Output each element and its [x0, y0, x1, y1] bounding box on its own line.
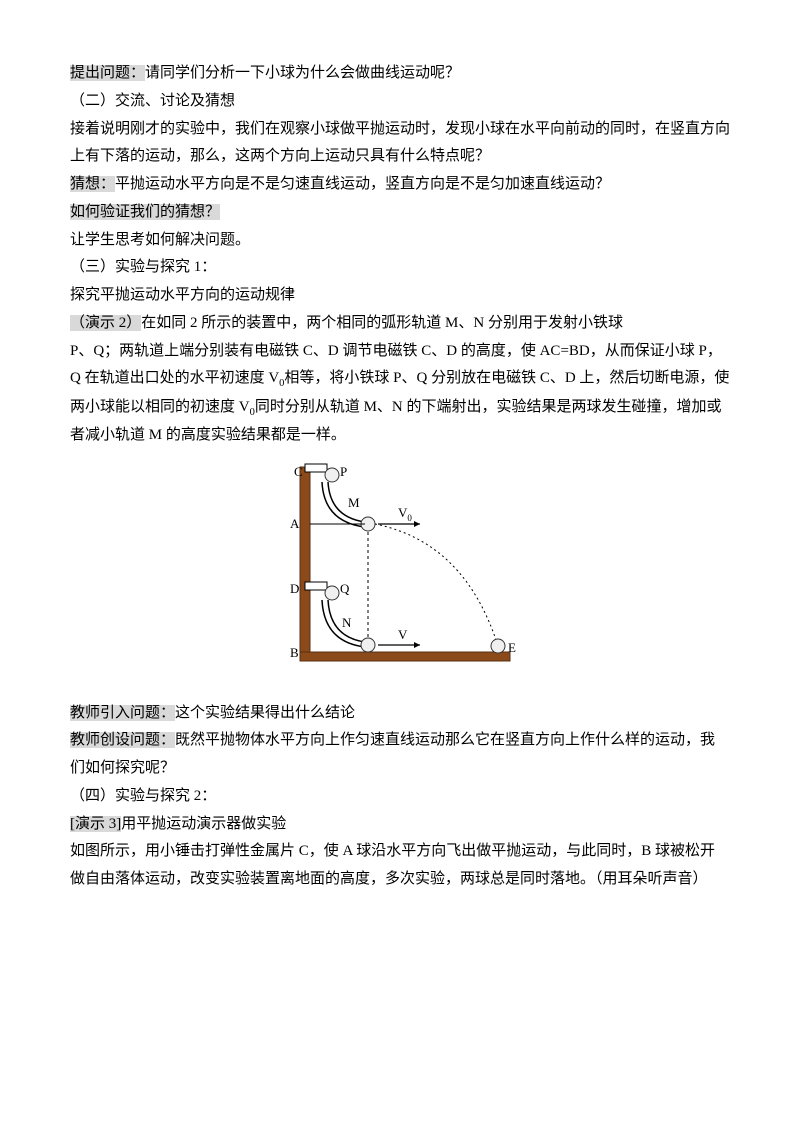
label-E: E [508, 640, 516, 655]
label-teacher-intro: 教师引入问题： [70, 705, 175, 721]
line-8: 探究平抛运动水平方向的运动规律 [70, 282, 730, 310]
label-C: C [294, 464, 303, 479]
line-teacher-intro: 教师引入问题：这个实验结果得出什么结论 [70, 700, 730, 728]
label-V: V [398, 627, 408, 642]
label-question: 提出问题： [70, 65, 145, 81]
label-guess: 猜想： [70, 176, 115, 192]
label-Q: Q [340, 581, 350, 596]
line-demo2: （演示 2）在如同 2 所示的装置中，两个相同的弧形轨道 M、N 分别用于发射小… [70, 310, 730, 338]
line-section2: （二）交流、讨论及猜想 [70, 88, 730, 116]
label-demo2: （演示 2） [70, 315, 141, 331]
label-N: N [342, 615, 352, 630]
line-section4: （四）实验与探究 2： [70, 783, 730, 811]
label-P: P [340, 464, 347, 479]
line-section3: （三）实验与探究 1： [70, 254, 730, 282]
line-guess: 猜想：平抛运动水平方向是不是匀速直线运动，竖直方向是不是匀加速直线运动？ [70, 171, 730, 199]
label-M: M [348, 495, 360, 510]
label-V0: V0 [398, 505, 412, 523]
line-3: 接着说明刚才的实验中，我们在观察小球做平抛运动时，发现小球在水平向前动的同时，在… [70, 116, 730, 172]
label-D: D [290, 581, 299, 596]
label-B: B [290, 645, 299, 660]
line-teacher-create: 教师创设问题：既然平抛物体水平方向上作匀速直线运动那么它在竖直方向上作什么样的运… [70, 727, 730, 783]
line-demo3: [演示 3]用平抛运动演示器做实验 [70, 811, 730, 839]
line-verify: 如何验证我们的猜想？ [70, 199, 730, 227]
label-teacher-create: 教师创设问题： [70, 732, 175, 748]
line-15: 如图所示，用小锤击打弹性金属片 C，使 A 球沿水平方向飞出做平抛运动，与此同时… [70, 838, 730, 894]
label-demo3: [演示 3] [70, 816, 121, 832]
label-A: A [290, 516, 300, 531]
line-10: P、Q；两轨道上端分别装有电磁铁 C、D 调节电磁铁 C、D 的高度，使 AC=… [70, 338, 730, 450]
physics-diagram: C P M A V0 D Q N B V E [70, 462, 730, 688]
line-6: 让学生思考如何解决问题。 [70, 227, 730, 255]
line-question: 提出问题：请同学们分析一下小球为什么会做曲线运动呢？ [70, 60, 730, 88]
